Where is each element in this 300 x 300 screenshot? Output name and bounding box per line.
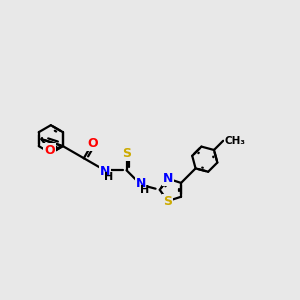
- Text: CH₃: CH₃: [225, 136, 246, 146]
- Text: S: S: [122, 147, 131, 160]
- Text: O: O: [87, 137, 98, 150]
- Text: N: N: [136, 177, 146, 190]
- Text: H: H: [104, 172, 113, 182]
- Text: O: O: [44, 144, 55, 157]
- Text: S: S: [164, 194, 172, 208]
- Text: N: N: [163, 172, 173, 185]
- Text: N: N: [100, 165, 110, 178]
- Text: H: H: [140, 185, 149, 195]
